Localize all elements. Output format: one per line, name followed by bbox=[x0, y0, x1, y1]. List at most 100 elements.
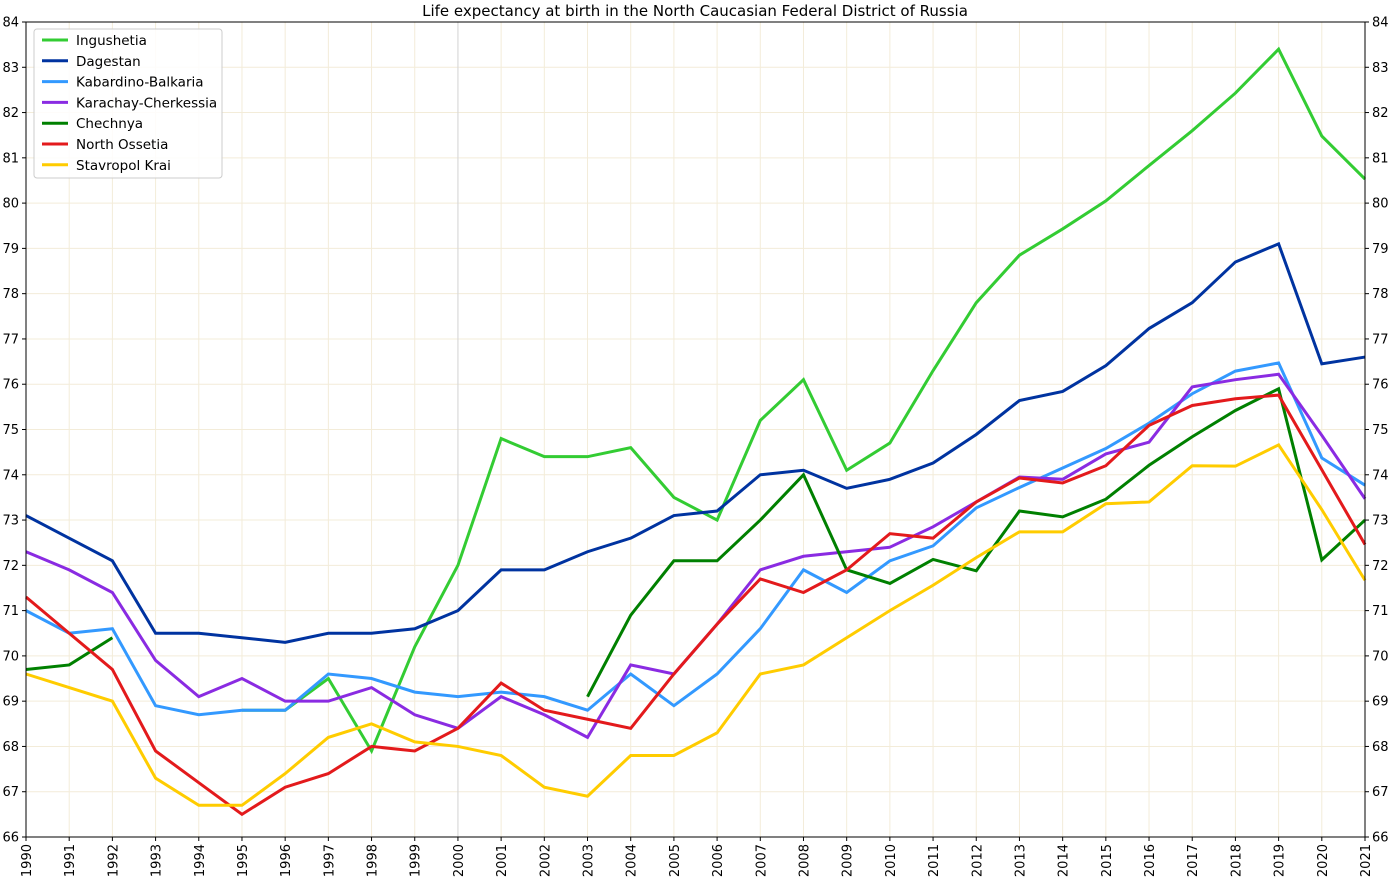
x-tick-label: 2006 bbox=[711, 844, 726, 877]
y-tick-label-left: 76 bbox=[2, 378, 19, 393]
x-tick-label: 2018 bbox=[1229, 844, 1244, 877]
y-tick-label-right: 71 bbox=[1372, 604, 1389, 619]
x-tick-label: 1991 bbox=[63, 844, 78, 877]
y-tick-label-right: 82 bbox=[1372, 106, 1389, 121]
y-tick-label-left: 72 bbox=[2, 559, 19, 574]
y-tick-label-left: 82 bbox=[2, 106, 19, 121]
y-tick-label-left: 74 bbox=[2, 468, 19, 483]
x-tick-label: 2012 bbox=[970, 844, 985, 877]
series-dagestan bbox=[25, 241, 1366, 644]
y-tick-label-right: 74 bbox=[1372, 468, 1389, 483]
legend-item: Stavropol Krai bbox=[42, 158, 171, 174]
x-tick-label: 2013 bbox=[1013, 844, 1028, 877]
y-tick-label-right: 84 bbox=[1372, 16, 1389, 31]
x-tick-label: 1993 bbox=[150, 844, 165, 877]
series-line bbox=[25, 241, 1366, 644]
y-tick-label-right: 80 bbox=[1372, 197, 1389, 212]
series-line bbox=[586, 386, 1367, 698]
y-tick-label-left: 81 bbox=[2, 151, 19, 166]
series-line bbox=[25, 393, 1367, 817]
y-tick-label-left: 69 bbox=[2, 695, 19, 710]
y-tick-label-right: 66 bbox=[1372, 831, 1389, 846]
legend-item: North Ossetia bbox=[42, 137, 168, 153]
y-tick-label-right: 81 bbox=[1372, 151, 1389, 166]
y-tick-label-right: 73 bbox=[1372, 514, 1389, 529]
x-tick-label: 1996 bbox=[279, 844, 294, 877]
legend-item: Kabardino-Balkaria bbox=[42, 75, 204, 91]
y-tick-label-left: 83 bbox=[2, 61, 19, 76]
x-tick-label: 1997 bbox=[322, 844, 337, 877]
y-tick-label-right: 76 bbox=[1372, 378, 1389, 393]
x-tick-label: 2010 bbox=[884, 844, 899, 877]
series-ingushetia bbox=[241, 46, 1367, 755]
x-tick-label: 1990 bbox=[20, 844, 35, 877]
x-tick-label: 2019 bbox=[1273, 844, 1288, 877]
x-tick-label: 2000 bbox=[452, 844, 467, 877]
y-tick-label-left: 77 bbox=[2, 332, 19, 347]
x-tick-label: 2005 bbox=[668, 844, 683, 877]
y-tick-label-left: 80 bbox=[2, 197, 19, 212]
y-tick-label-left: 73 bbox=[2, 514, 19, 529]
series-kabardino-balkaria bbox=[25, 361, 1366, 717]
series-line bbox=[25, 636, 114, 671]
y-tick-label-right: 78 bbox=[1372, 287, 1389, 302]
x-tick-label: 2016 bbox=[1143, 844, 1158, 877]
x-tick-label: 2021 bbox=[1359, 844, 1374, 877]
y-tick-label-right: 79 bbox=[1372, 242, 1389, 257]
x-tick-label: 1994 bbox=[193, 844, 208, 877]
x-tick-label: 2020 bbox=[1316, 844, 1331, 877]
axes: 66 66 67 67 68 68 69 69 70 70 71 71 72 72 73 73 74 74 75 75… bbox=[2, 16, 1388, 878]
legend-item: Chechnya bbox=[42, 116, 143, 132]
y-tick-label-right: 72 bbox=[1372, 559, 1389, 574]
legend-label: Chechnya bbox=[76, 116, 143, 132]
y-tick-label-left: 79 bbox=[2, 242, 19, 257]
x-tick-label: 2003 bbox=[582, 844, 597, 877]
legend-item: Karachay-Cherkessia bbox=[42, 95, 217, 111]
x-tick-label: 2008 bbox=[797, 844, 812, 877]
legend-item: Ingushetia bbox=[42, 33, 147, 49]
legend-label: Dagestan bbox=[76, 54, 141, 70]
y-tick-label-right: 68 bbox=[1372, 740, 1389, 755]
x-tick-label: 2002 bbox=[538, 844, 553, 877]
y-tick-label-left: 68 bbox=[2, 740, 19, 755]
x-tick-label: 2011 bbox=[927, 844, 942, 877]
legend-label: North Ossetia bbox=[76, 137, 168, 153]
legend-label: Kabardino-Balkaria bbox=[76, 75, 204, 91]
x-tick-label: 2017 bbox=[1186, 844, 1201, 877]
x-tick-label: 2009 bbox=[841, 844, 856, 877]
legend-label: Ingushetia bbox=[76, 33, 147, 49]
x-tick-label: 1995 bbox=[236, 844, 251, 877]
legend-box bbox=[33, 28, 223, 179]
x-tick-label: 1992 bbox=[106, 844, 121, 877]
chart-title: Life expectancy at birth in the North Ca… bbox=[422, 2, 968, 20]
series-line bbox=[25, 442, 1367, 807]
y-tick-label-right: 70 bbox=[1372, 649, 1389, 664]
series-line bbox=[25, 361, 1366, 717]
series-lines bbox=[25, 46, 1367, 817]
series-line bbox=[241, 46, 1367, 755]
y-tick-label-left: 67 bbox=[2, 785, 19, 800]
y-tick-label-left: 78 bbox=[2, 287, 19, 302]
y-tick-label-left: 75 bbox=[2, 423, 19, 438]
y-tick-label-right: 83 bbox=[1372, 61, 1389, 76]
y-tick-label-left: 70 bbox=[2, 649, 19, 664]
x-tick-label: 1999 bbox=[409, 844, 424, 877]
y-tick-label-right: 67 bbox=[1372, 785, 1389, 800]
x-tick-label: 1998 bbox=[366, 844, 381, 877]
y-tick-label-left: 71 bbox=[2, 604, 19, 619]
x-tick-label: 2001 bbox=[495, 844, 510, 877]
x-tick-label: 2014 bbox=[1057, 844, 1072, 877]
legend: Ingushetia Dagestan Kabardino-Balkaria Kara… bbox=[33, 28, 223, 179]
y-tick-label-right: 75 bbox=[1372, 423, 1389, 438]
series-north-ossetia bbox=[25, 393, 1367, 817]
legend-item: Dagestan bbox=[42, 54, 141, 70]
y-tick-label-right: 77 bbox=[1372, 332, 1389, 347]
y-tick-label-left: 84 bbox=[2, 16, 19, 31]
x-tick-label: 2007 bbox=[754, 844, 769, 877]
series-chechnya bbox=[25, 386, 1367, 698]
x-tick-label: 2015 bbox=[1100, 844, 1115, 877]
legend-label: Stavropol Krai bbox=[76, 158, 171, 174]
series-stavropol-krai bbox=[25, 442, 1367, 807]
